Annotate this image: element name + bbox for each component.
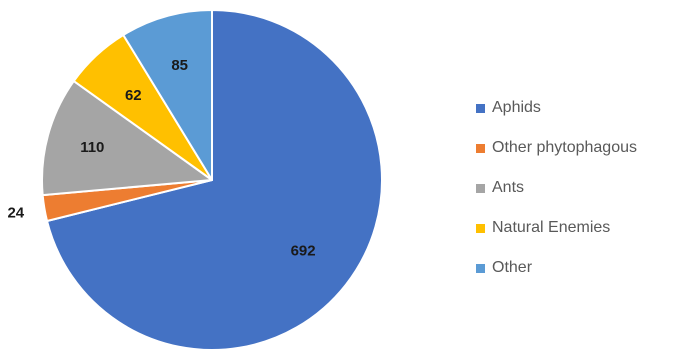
legend-swatch <box>476 223 485 233</box>
pie-data-labels: 692 24 110 62 85 <box>7 57 315 260</box>
legend-label: Natural Enemies <box>492 219 611 236</box>
legend-label: Other phytophagous <box>492 139 637 156</box>
chart-legend: Aphids Other phytophagous Ants Natural E… <box>476 88 637 288</box>
legend-label: Aphids <box>492 99 541 116</box>
pie-slice-aphids <box>46 9 383 351</box>
legend-entry: Natural Enemies <box>476 208 637 248</box>
data-label: 62 <box>125 87 142 104</box>
pie-slices <box>41 9 383 351</box>
legend-label: Other <box>492 259 533 276</box>
pie-slice-ants <box>41 80 213 197</box>
data-label: 692 <box>291 243 316 260</box>
legend-swatch <box>476 143 485 153</box>
pie-slice-other <box>122 9 213 181</box>
legend-swatch <box>476 263 485 273</box>
legend-swatch <box>476 103 485 113</box>
legend-entry: Aphids <box>476 88 637 128</box>
data-label: 24 <box>7 204 24 221</box>
legend-label: Ants <box>492 179 525 196</box>
legend-entry: Other phytophagous <box>476 128 637 168</box>
legend-swatch <box>476 183 485 193</box>
data-label: 110 <box>80 139 104 156</box>
legend-entry: Ants <box>476 168 637 208</box>
legend-entry: Other <box>476 248 637 288</box>
data-label: 85 <box>171 57 188 74</box>
